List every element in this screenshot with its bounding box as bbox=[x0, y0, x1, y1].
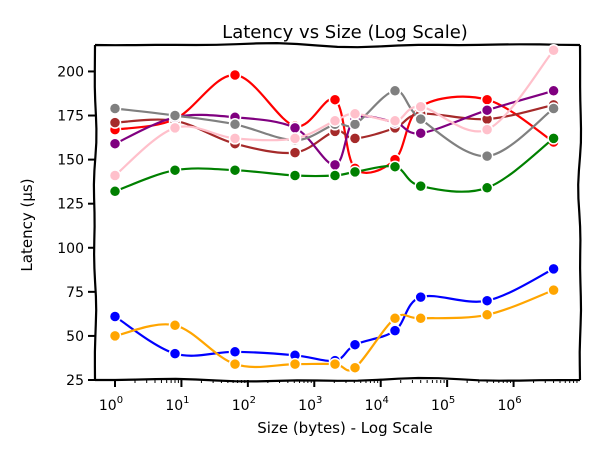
y-tick-label: 100 bbox=[57, 241, 84, 257]
series-layer bbox=[108, 44, 560, 374]
y-tick-label: 150 bbox=[57, 153, 84, 169]
x-tick-label: 106 bbox=[497, 395, 521, 414]
y-tick-label: 50 bbox=[66, 329, 84, 345]
data-point bbox=[328, 93, 342, 106]
data-point bbox=[168, 163, 182, 177]
data-point bbox=[108, 329, 122, 343]
data-point bbox=[108, 169, 122, 182]
data-point bbox=[288, 169, 302, 182]
x-tick-label: 102 bbox=[232, 395, 256, 414]
data-point bbox=[480, 181, 494, 195]
data-point bbox=[480, 149, 494, 163]
y-tick-label: 175 bbox=[57, 109, 84, 125]
data-point bbox=[348, 118, 362, 131]
data-point bbox=[547, 44, 560, 57]
plot-frame bbox=[92, 42, 583, 383]
data-point bbox=[168, 109, 182, 122]
series-line bbox=[113, 137, 555, 193]
series bbox=[108, 132, 560, 198]
data-point bbox=[547, 283, 560, 297]
data-point bbox=[108, 310, 122, 323]
data-point bbox=[108, 137, 122, 150]
y-tick-label: 125 bbox=[57, 197, 84, 213]
data-point bbox=[348, 361, 362, 374]
x-tick-label: 103 bbox=[298, 395, 322, 414]
data-point bbox=[414, 126, 427, 140]
data-point bbox=[480, 103, 494, 117]
data-point bbox=[328, 357, 342, 371]
data-point bbox=[348, 165, 362, 179]
data-point bbox=[108, 102, 122, 115]
data-point bbox=[414, 100, 427, 113]
series-line bbox=[113, 89, 555, 158]
data-point bbox=[547, 132, 560, 145]
data-point bbox=[480, 308, 494, 322]
data-point bbox=[228, 357, 242, 371]
data-point bbox=[414, 290, 427, 304]
data-point bbox=[547, 102, 560, 115]
data-point bbox=[288, 357, 302, 371]
data-point bbox=[228, 132, 242, 145]
data-point bbox=[348, 107, 362, 121]
data-point bbox=[388, 84, 402, 98]
series-line bbox=[113, 289, 555, 372]
data-point bbox=[480, 294, 494, 307]
data-point bbox=[288, 146, 302, 159]
y-tick-label: 75 bbox=[66, 285, 84, 301]
series bbox=[108, 44, 560, 182]
data-point bbox=[328, 114, 342, 128]
data-point bbox=[228, 68, 242, 82]
data-point bbox=[108, 116, 122, 129]
y-axis-label: Latency (µs) bbox=[18, 178, 36, 271]
data-point bbox=[228, 345, 242, 359]
data-point bbox=[228, 163, 242, 177]
x-tick-label: 104 bbox=[365, 395, 389, 414]
data-point bbox=[388, 160, 402, 173]
data-point bbox=[480, 93, 494, 106]
data-point bbox=[388, 312, 402, 325]
data-point bbox=[228, 118, 242, 131]
data-point bbox=[388, 324, 402, 337]
series-line bbox=[113, 49, 555, 177]
y-tick-label: 200 bbox=[57, 64, 84, 80]
chart-title: Latency vs Size (Log Scale) bbox=[222, 22, 468, 43]
y-tick-label: 25 bbox=[66, 373, 84, 389]
data-point bbox=[168, 347, 182, 360]
x-tick-label: 100 bbox=[99, 395, 123, 414]
series bbox=[108, 283, 560, 374]
data-point bbox=[547, 262, 560, 276]
data-point bbox=[348, 132, 362, 145]
series-line bbox=[113, 103, 555, 155]
y-axis-ticks: 25 50 75 100 125 150 175 200 bbox=[57, 64, 95, 389]
x-tick-label: 105 bbox=[431, 395, 455, 414]
x-axis-ticks: 100 101 102 103 104 105 106 bbox=[99, 380, 578, 414]
data-point bbox=[288, 132, 302, 145]
x-tick-label: 101 bbox=[165, 395, 189, 414]
series-line bbox=[113, 89, 555, 166]
data-point bbox=[547, 84, 560, 98]
data-point bbox=[388, 114, 402, 128]
data-point bbox=[414, 112, 427, 126]
data-point bbox=[480, 123, 494, 136]
data-point bbox=[348, 338, 362, 351]
data-point bbox=[414, 312, 427, 325]
series-line bbox=[113, 267, 555, 363]
data-point bbox=[168, 319, 182, 332]
data-point bbox=[108, 185, 122, 198]
data-point bbox=[288, 121, 302, 135]
series-line bbox=[113, 73, 555, 174]
data-point bbox=[328, 169, 342, 182]
data-point bbox=[168, 121, 182, 135]
data-point bbox=[328, 158, 342, 172]
x-axis-label: Size (bytes) - Log Scale bbox=[257, 419, 432, 437]
data-point bbox=[414, 179, 427, 193]
